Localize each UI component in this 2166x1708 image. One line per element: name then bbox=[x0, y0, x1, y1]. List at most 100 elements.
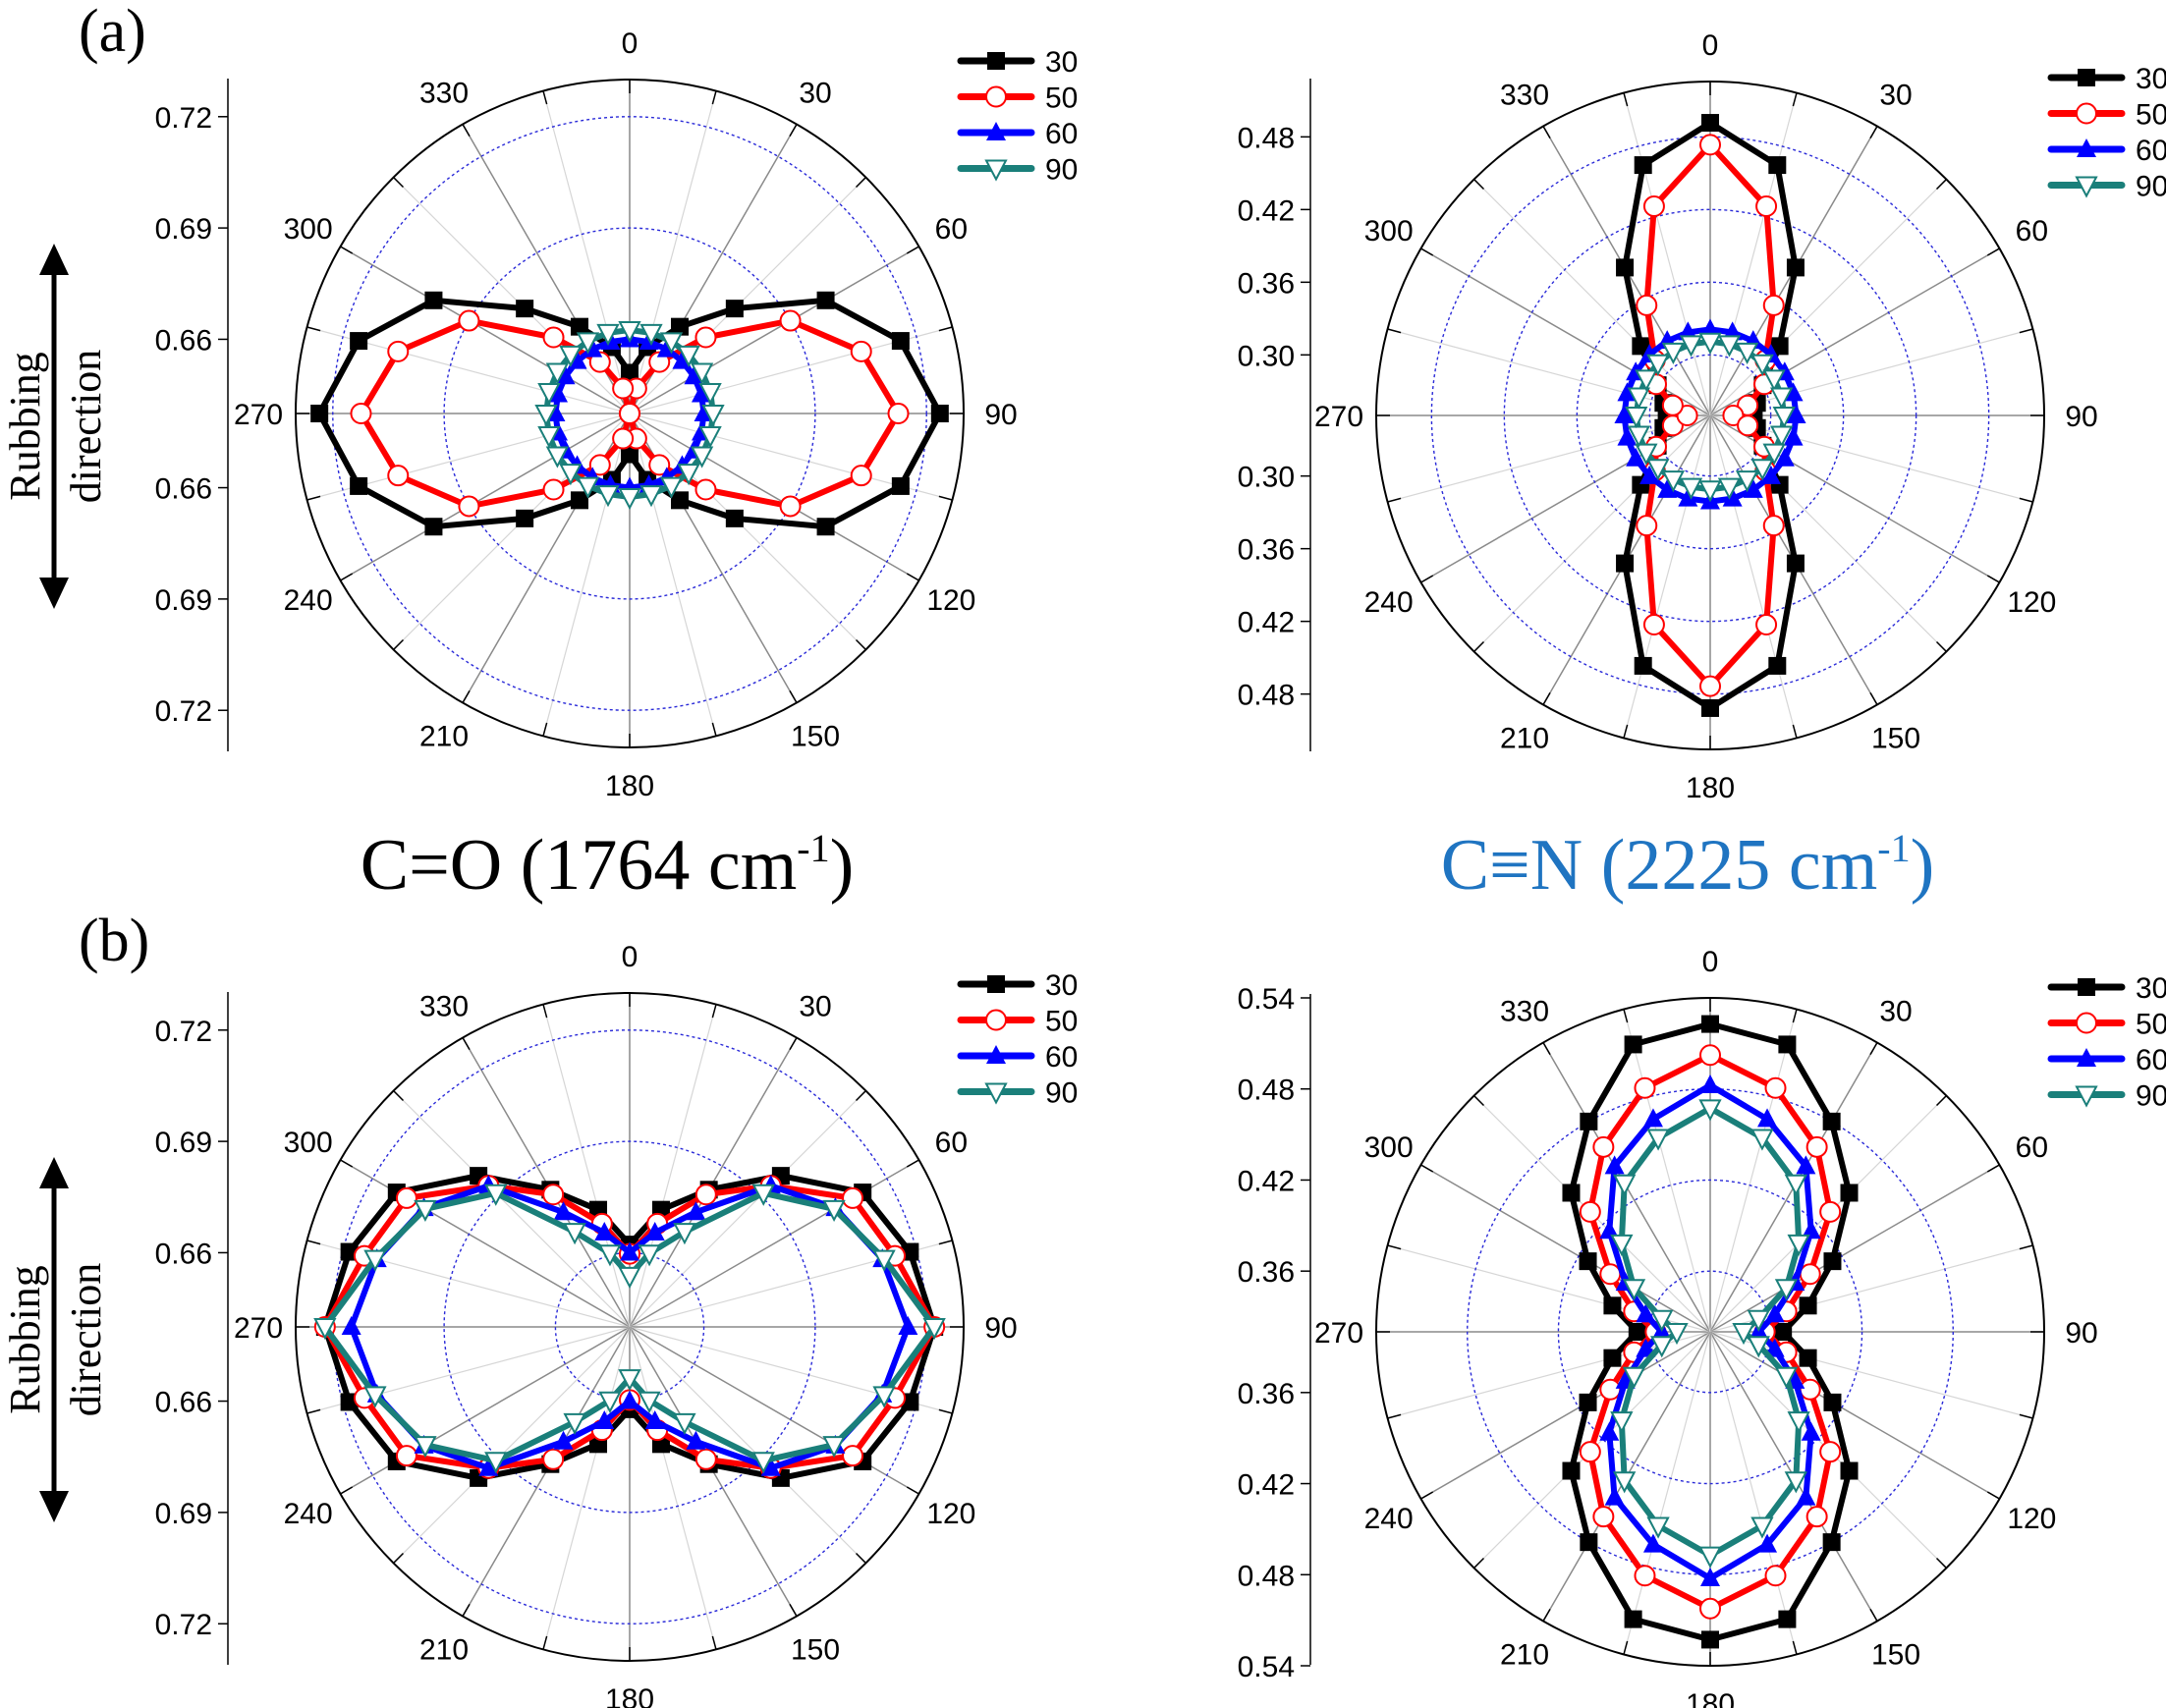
data-point-30-225 bbox=[516, 509, 534, 527]
data-point-90-105 bbox=[698, 425, 722, 449]
angle-tick-315 bbox=[1473, 1095, 1485, 1107]
data-point-30-45 bbox=[725, 300, 744, 318]
data-point-90-270 bbox=[534, 405, 558, 427]
data-point-90-60 bbox=[1774, 1279, 1799, 1301]
angle-tick-330 bbox=[1542, 1042, 1551, 1056]
legend-label: 90 bbox=[1045, 1077, 1078, 1110]
radial-tick-label: 0.69 bbox=[155, 213, 212, 246]
radial-gridline-2 bbox=[1503, 208, 1917, 623]
data-point-90-315 bbox=[559, 345, 583, 368]
data-point-30-30 bbox=[1786, 258, 1805, 277]
data-point-90-210 bbox=[1613, 1471, 1637, 1494]
radial-tick-label: 0.66 bbox=[155, 473, 212, 506]
data-point-90-180 bbox=[618, 488, 641, 511]
data-point-60-180 bbox=[1700, 1567, 1720, 1586]
data-point-90-195 bbox=[1646, 1516, 1670, 1539]
rubbing-label-line2: direction bbox=[62, 350, 110, 503]
legend-marker-50 bbox=[985, 1009, 1007, 1031]
radial-tick-label: 0.54 bbox=[1238, 1651, 1295, 1683]
angle-tick-240 bbox=[340, 573, 354, 581]
data-point-50-300 bbox=[1599, 1263, 1622, 1286]
radial-tick-label: 0.36 bbox=[1238, 1378, 1295, 1410]
angle-label-0: 0 bbox=[1702, 29, 1719, 62]
series-30 bbox=[1562, 1015, 1859, 1649]
angle-tick-240 bbox=[1420, 1491, 1434, 1500]
angle-label-180: 180 bbox=[1686, 1688, 1735, 1708]
data-point-50-285 bbox=[1661, 394, 1684, 416]
spoke-225 bbox=[393, 1326, 631, 1564]
data-point-90-255 bbox=[1650, 1336, 1674, 1358]
data-point-60-15 bbox=[644, 1222, 665, 1241]
data-point-90-240 bbox=[1635, 443, 1658, 466]
rubbing-label-line2: direction bbox=[62, 1263, 110, 1416]
angle-label-210: 210 bbox=[1500, 722, 1549, 754]
data-point-90-135 bbox=[1750, 459, 1774, 481]
angle-tick-120 bbox=[1986, 1491, 2000, 1500]
data-point-50-210 bbox=[1592, 1506, 1615, 1528]
spoke-345 bbox=[542, 1004, 631, 1328]
legend-label: 60 bbox=[2136, 135, 2166, 167]
angle-label-30: 30 bbox=[1879, 80, 1912, 112]
data-point-30-225 bbox=[1562, 1461, 1581, 1480]
data-point-90-135 bbox=[751, 1452, 775, 1474]
series-90 bbox=[534, 321, 725, 511]
data-point-60-285 bbox=[548, 383, 569, 403]
radial-tick-label: 0.69 bbox=[155, 584, 212, 617]
radial-tick-label: 0.48 bbox=[1238, 680, 1295, 712]
data-point-90-90 bbox=[922, 1318, 946, 1341]
angle-tick-150 bbox=[1869, 1608, 1878, 1622]
data-point-90-45 bbox=[751, 1184, 775, 1206]
angle-label-90: 90 bbox=[984, 1312, 1017, 1345]
angle-tick-285 bbox=[1387, 1244, 1402, 1250]
legend-marker-50 bbox=[2076, 102, 2097, 125]
data-point-50-330 bbox=[1592, 1135, 1615, 1158]
data-point-50-60 bbox=[1799, 1263, 1821, 1286]
data-point-50-195 bbox=[1634, 1565, 1656, 1587]
title-cn-sup: -1 bbox=[1877, 826, 1910, 870]
angle-tick-60 bbox=[1986, 248, 2000, 256]
data-point-90-45 bbox=[677, 345, 700, 368]
angle-tick-45 bbox=[855, 1090, 866, 1102]
data-point-90-150 bbox=[1784, 1471, 1807, 1494]
legend-item-30: 30 bbox=[957, 46, 1078, 79]
data-point-90-60 bbox=[690, 362, 714, 385]
spoke-15 bbox=[629, 1004, 717, 1328]
data-point-50-255 bbox=[387, 465, 410, 487]
data-point-90-120 bbox=[1762, 443, 1786, 466]
data-point-30-120 bbox=[1823, 1393, 1842, 1411]
spoke-120 bbox=[1709, 414, 2000, 583]
data-point-90-75 bbox=[1770, 387, 1794, 410]
data-point-30-315 bbox=[516, 300, 534, 318]
data-point-60-330 bbox=[1604, 1155, 1625, 1175]
radial-tick-label: 0.72 bbox=[155, 695, 212, 728]
data-point-30-75 bbox=[891, 332, 910, 351]
data-point-30-240 bbox=[1579, 1393, 1597, 1411]
angle-tick-165 bbox=[711, 722, 717, 737]
series-90 bbox=[1610, 1099, 1810, 1569]
spoke-315 bbox=[1473, 179, 1711, 416]
data-point-50-330 bbox=[588, 351, 611, 373]
radial-tick-label: 0.54 bbox=[1238, 983, 1295, 1016]
legend-item-30: 30 bbox=[2047, 63, 2166, 95]
data-point-60-75 bbox=[1783, 382, 1804, 402]
data-point-50-120 bbox=[842, 1445, 864, 1467]
data-point-50-300 bbox=[395, 1186, 417, 1209]
legend-marker-60 bbox=[2077, 138, 2096, 157]
data-point-30-105 bbox=[891, 476, 910, 495]
angle-label-330: 330 bbox=[1500, 80, 1549, 112]
angle-tick-225 bbox=[393, 638, 405, 650]
data-point-30-135 bbox=[1840, 1461, 1859, 1480]
angle-tick-135 bbox=[855, 1552, 866, 1564]
spoke-165 bbox=[629, 1326, 717, 1650]
title-co-text: C=O (1764 cm bbox=[361, 825, 798, 906]
data-point-30-90 bbox=[930, 405, 949, 422]
data-point-50-270 bbox=[350, 403, 372, 424]
data-point-90-285 bbox=[363, 1249, 387, 1272]
data-point-30-135 bbox=[725, 509, 744, 527]
angle-label-240: 240 bbox=[1364, 586, 1414, 619]
data-point-90-180 bbox=[1698, 480, 1722, 503]
data-point-30-285 bbox=[350, 332, 368, 351]
title-cn-text: C≡N (2225 cm bbox=[1441, 825, 1878, 906]
radial-tick-label: 0.42 bbox=[1238, 1165, 1295, 1197]
angle-label-300: 300 bbox=[1364, 215, 1414, 248]
